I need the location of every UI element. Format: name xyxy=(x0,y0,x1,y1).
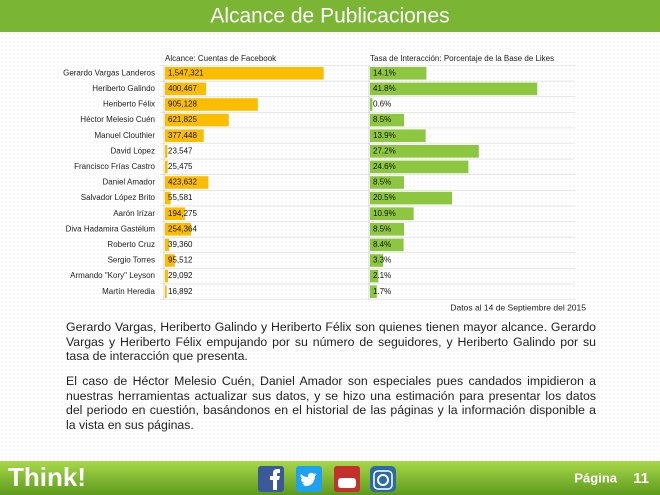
bar xyxy=(370,207,414,220)
value-label: 8.5% xyxy=(373,178,391,187)
value-label: 55,581 xyxy=(168,193,193,202)
value-label: 377,448 xyxy=(168,131,197,140)
bar xyxy=(165,67,324,80)
bar xyxy=(165,160,168,174)
category-label: Héctor Melesio Cuén xyxy=(80,115,155,124)
category-label: Aarón Irízar xyxy=(113,209,155,218)
value-label: 423,632 xyxy=(168,178,197,187)
brand: Think! xyxy=(8,462,86,492)
value-label: 41.8% xyxy=(373,84,396,93)
bar xyxy=(370,160,469,174)
value-label: 23,547 xyxy=(168,146,193,155)
page-label: Página xyxy=(574,470,617,485)
bar xyxy=(165,269,168,283)
value-label: 8.5% xyxy=(373,224,391,233)
value-label: 2.1% xyxy=(373,271,391,280)
bar xyxy=(370,191,452,205)
value-label: 3.3% xyxy=(373,256,391,265)
value-label: 13.9% xyxy=(373,131,396,140)
value-label: 25,475 xyxy=(168,162,193,171)
charts: Gerardo Vargas Landeros Heriberto Galindo… xyxy=(63,54,575,300)
bar xyxy=(165,223,192,236)
value-label: 10.9% xyxy=(373,209,396,218)
category-label: Francisco Frías Castro xyxy=(74,162,155,171)
bar xyxy=(165,82,207,96)
category-label: Martín Heredia xyxy=(102,287,155,296)
category-label: Sergio Torres xyxy=(108,256,155,265)
category-label: Heriberto Félix xyxy=(103,100,155,109)
category-label: Heriberto Galindo xyxy=(92,84,155,93)
bar xyxy=(165,238,170,252)
value-label: 400,467 xyxy=(168,84,197,93)
value-label: 20.5% xyxy=(373,193,396,202)
paragraph: Gerardo Vargas, Heriberto Galindo y Heri… xyxy=(66,320,596,363)
value-label: 1.7% xyxy=(373,287,391,296)
bar xyxy=(165,191,171,205)
value-label: 27.2% xyxy=(373,146,396,155)
instagram-icon[interactable] xyxy=(370,466,396,492)
slide-title: Alcance de Publicaciones xyxy=(210,5,449,28)
category-label: Diva Hadamira Gastélum xyxy=(66,224,156,233)
value-label: 0.6% xyxy=(373,100,391,109)
value-label: 1,547,321 xyxy=(168,68,204,77)
data-note: Datos al 14 de Septiembre del 2015 xyxy=(450,302,586,312)
bar xyxy=(370,129,426,142)
bar xyxy=(370,238,404,252)
category-label: Daniel Amador xyxy=(103,178,156,187)
bar xyxy=(165,285,167,298)
value-label: 8.5% xyxy=(373,115,391,124)
bar xyxy=(370,176,404,189)
bar xyxy=(165,176,209,189)
bar xyxy=(165,113,229,127)
bar xyxy=(370,113,404,127)
value-label: 905,128 xyxy=(168,100,197,109)
bar xyxy=(165,254,175,267)
bar xyxy=(370,98,373,111)
bar xyxy=(370,254,384,267)
value-label: 39,360 xyxy=(168,240,193,249)
bar xyxy=(165,145,168,158)
paragraph: El caso de Héctor Melesio Cuén, Daniel A… xyxy=(66,374,596,432)
bar xyxy=(370,269,379,283)
social-icons xyxy=(258,466,396,492)
page-number: 11 xyxy=(633,470,649,487)
bar xyxy=(165,207,185,220)
category-label: David López xyxy=(111,146,155,155)
value-label: 194,275 xyxy=(168,209,197,218)
bar xyxy=(165,98,258,111)
footer-bar xyxy=(0,461,660,495)
value-label: 8.4% xyxy=(373,240,391,249)
value-label: 14.1% xyxy=(373,68,396,77)
chart-title: Tasa de Interacción: Porcentaje de la Ba… xyxy=(370,54,554,63)
category-label: Manuel Clouthier xyxy=(95,131,156,140)
bar xyxy=(370,82,538,96)
value-label: 621,825 xyxy=(168,115,197,124)
category-label: Salvador López Brito xyxy=(81,193,156,202)
header-bar xyxy=(0,0,660,32)
category-label: Roberto Cruz xyxy=(107,240,155,249)
value-label: 254,364 xyxy=(168,224,197,233)
bar xyxy=(370,285,377,298)
chart-title: Alcance: Cuentas de Facebook xyxy=(165,54,277,63)
category-label: Armando "Kory" Leyson xyxy=(70,271,155,280)
bar xyxy=(165,129,204,142)
bar xyxy=(370,223,404,236)
category-label: Gerardo Vargas Landeros xyxy=(63,68,155,77)
value-label: 95,512 xyxy=(168,256,193,265)
bar xyxy=(370,67,427,80)
bar xyxy=(370,145,479,158)
value-label: 24.6% xyxy=(373,162,396,171)
value-label: 16,892 xyxy=(168,287,193,296)
value-label: 29,092 xyxy=(168,271,193,280)
